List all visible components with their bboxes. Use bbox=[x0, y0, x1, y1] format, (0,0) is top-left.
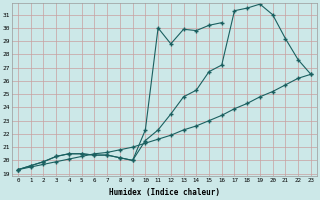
X-axis label: Humidex (Indice chaleur): Humidex (Indice chaleur) bbox=[109, 188, 220, 197]
